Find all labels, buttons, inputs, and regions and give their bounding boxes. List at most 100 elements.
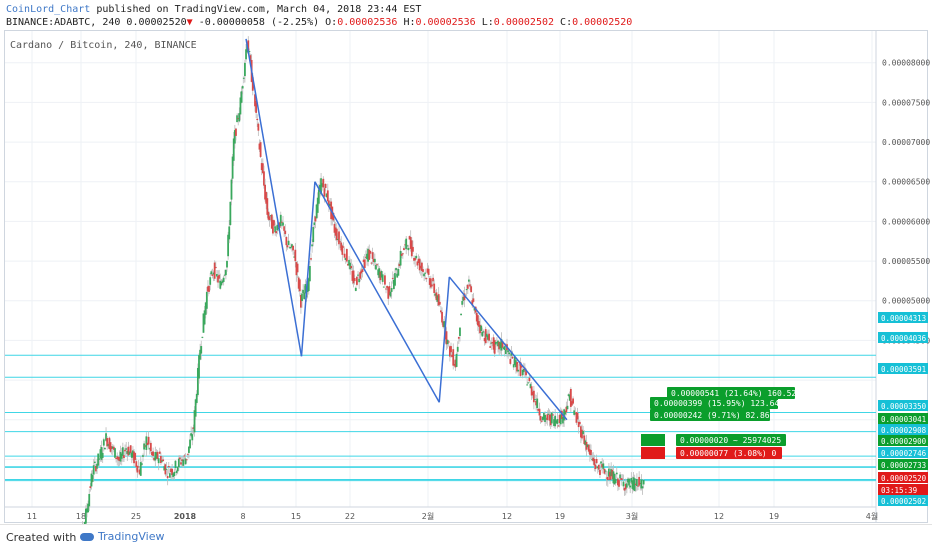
candle-body: [139, 462, 142, 476]
measure-box: 0.00000399 (15.95%) 123.64: [650, 397, 779, 409]
candle-body: [628, 478, 630, 486]
candle-body: [399, 250, 402, 266]
candle-body: [310, 258, 312, 260]
candle-body: [572, 398, 574, 404]
price-label-bg: [878, 495, 928, 506]
candle-body: [389, 291, 392, 297]
x-tick-label: 19: [555, 512, 565, 521]
candle-body: [268, 216, 271, 221]
candle-body: [554, 415, 557, 427]
candle-body: [410, 240, 413, 257]
candle-body: [146, 442, 149, 445]
candle-body: [460, 313, 462, 316]
candle-body: [633, 478, 636, 491]
candle-body: [245, 49, 247, 60]
candle-body: [535, 400, 538, 406]
high-value: 0.00002536: [415, 17, 476, 28]
candle-body: [145, 436, 148, 450]
candle-body: [214, 266, 217, 268]
candle-body: [478, 321, 480, 327]
candle-body: [576, 412, 579, 420]
candle-body: [342, 246, 345, 248]
candle-body: [412, 246, 414, 252]
candle-body: [275, 231, 278, 234]
candle-body: [155, 452, 158, 459]
price-axis-label: 0.00003041: [878, 413, 928, 424]
candle-body: [315, 204, 318, 219]
candle-body: [485, 333, 488, 337]
measure-box-text: 0.00000077 (3.08%) 0: [680, 449, 777, 458]
candle-body: [385, 288, 387, 290]
candle-body: [371, 252, 374, 259]
candle-body: [199, 349, 202, 360]
candle-body: [340, 242, 343, 251]
candle-body: [515, 360, 517, 368]
candle-body: [180, 462, 182, 465]
candle-body: [251, 77, 254, 91]
candle-body: [379, 271, 382, 281]
price-label-text: 03:15:39: [881, 486, 917, 495]
price-axis-label: 0.00002908: [878, 424, 928, 435]
candle-body: [276, 224, 279, 231]
candle-body: [400, 253, 403, 256]
price-axis-label: 0.00002733: [878, 459, 928, 470]
price-axis-label: 0.00004313: [878, 312, 928, 323]
candle-body: [532, 390, 535, 403]
y-tick-label: 0.00008000: [882, 59, 930, 68]
candle-body: [500, 338, 503, 351]
candle-body: [347, 263, 349, 266]
candle-body: [267, 211, 270, 220]
candle-body: [106, 438, 109, 447]
candle-body: [591, 459, 594, 461]
candle-body: [114, 448, 116, 458]
price-chart[interactable]: 0.00008000 0.00007500 0.00007000 0.00006500…: [0, 0, 932, 524]
candle-body: [154, 452, 157, 461]
candle-body: [285, 236, 288, 246]
candle-body: [473, 307, 476, 311]
candle-body: [116, 456, 119, 460]
publish-header: CoinLord_Chart published on TradingView.…: [6, 3, 421, 17]
candle-body: [259, 142, 262, 157]
candle-body: [454, 359, 457, 368]
measure-box-bg: [667, 387, 795, 399]
candle-body: [313, 222, 316, 225]
candle-body: [126, 450, 129, 454]
candle-body: [603, 468, 606, 474]
tradingview-logo[interactable]: TradingView: [80, 530, 164, 543]
candle-body: [630, 477, 633, 483]
chart-pane[interactable]: [4, 30, 928, 523]
candle-body: [636, 478, 638, 487]
candle-body: [569, 388, 572, 407]
candle-body: [255, 100, 258, 113]
price-axis-label: 0.00003350: [878, 400, 928, 411]
price-axis-label: 0.00002746: [878, 447, 928, 458]
candle-body: [314, 216, 317, 222]
candle-body: [461, 301, 464, 305]
open-value: 0.00002536: [337, 17, 398, 28]
candle-body: [211, 274, 214, 276]
candle-body: [440, 310, 442, 313]
candle-body: [512, 364, 515, 368]
author-link[interactable]: CoinLord_Chart: [6, 4, 91, 15]
candle-body: [120, 453, 123, 459]
candle-body: [333, 223, 336, 233]
candle-body: [468, 279, 470, 282]
candle-body: [204, 302, 207, 315]
candle-body: [317, 189, 320, 204]
candle-body: [423, 273, 426, 277]
candle-body: [391, 277, 394, 279]
candle-body: [528, 377, 531, 382]
candle-body: [123, 455, 125, 459]
candle-body: [170, 468, 172, 473]
candle-body: [179, 457, 181, 460]
candle-body: [414, 257, 417, 261]
candle-body: [621, 478, 624, 480]
candle-body: [568, 394, 571, 401]
candle-body: [433, 283, 436, 293]
candle-body: [631, 480, 634, 489]
candle-body: [489, 346, 492, 348]
candle-body: [372, 258, 375, 263]
candle-body: [334, 227, 337, 236]
candle-body: [634, 483, 637, 485]
candle-body: [595, 458, 598, 464]
